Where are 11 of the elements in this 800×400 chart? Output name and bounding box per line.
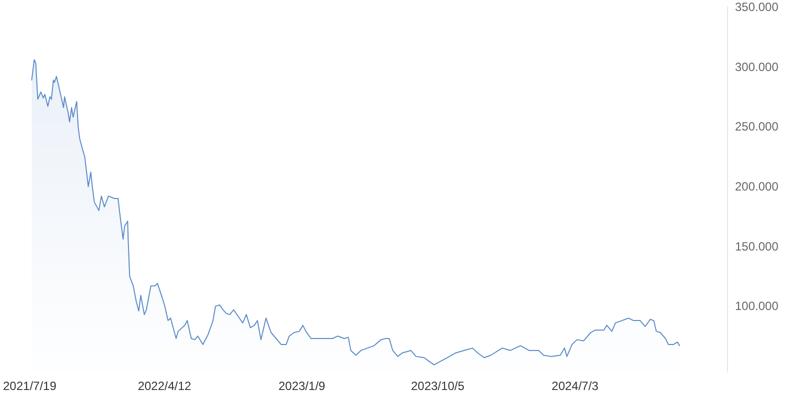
y-tick-label: 150.000: [735, 239, 779, 254]
y-tick-label: 300.000: [735, 60, 779, 74]
y-tick-label: 200.000: [735, 180, 779, 194]
y-tick-label: 350.000: [735, 0, 779, 14]
y-tick-label: 100.000: [735, 299, 779, 314]
x-tick-label: 2021/7/19: [2, 379, 57, 393]
x-tick-label: 2023/10/5: [410, 379, 465, 393]
x-tick-label: 2024/7/3: [552, 379, 599, 393]
x-tick-label: 2023/1/9: [278, 379, 326, 393]
y-tick-label: 250.000: [735, 120, 779, 134]
x-tick-label: 2022/4/12: [138, 379, 192, 393]
